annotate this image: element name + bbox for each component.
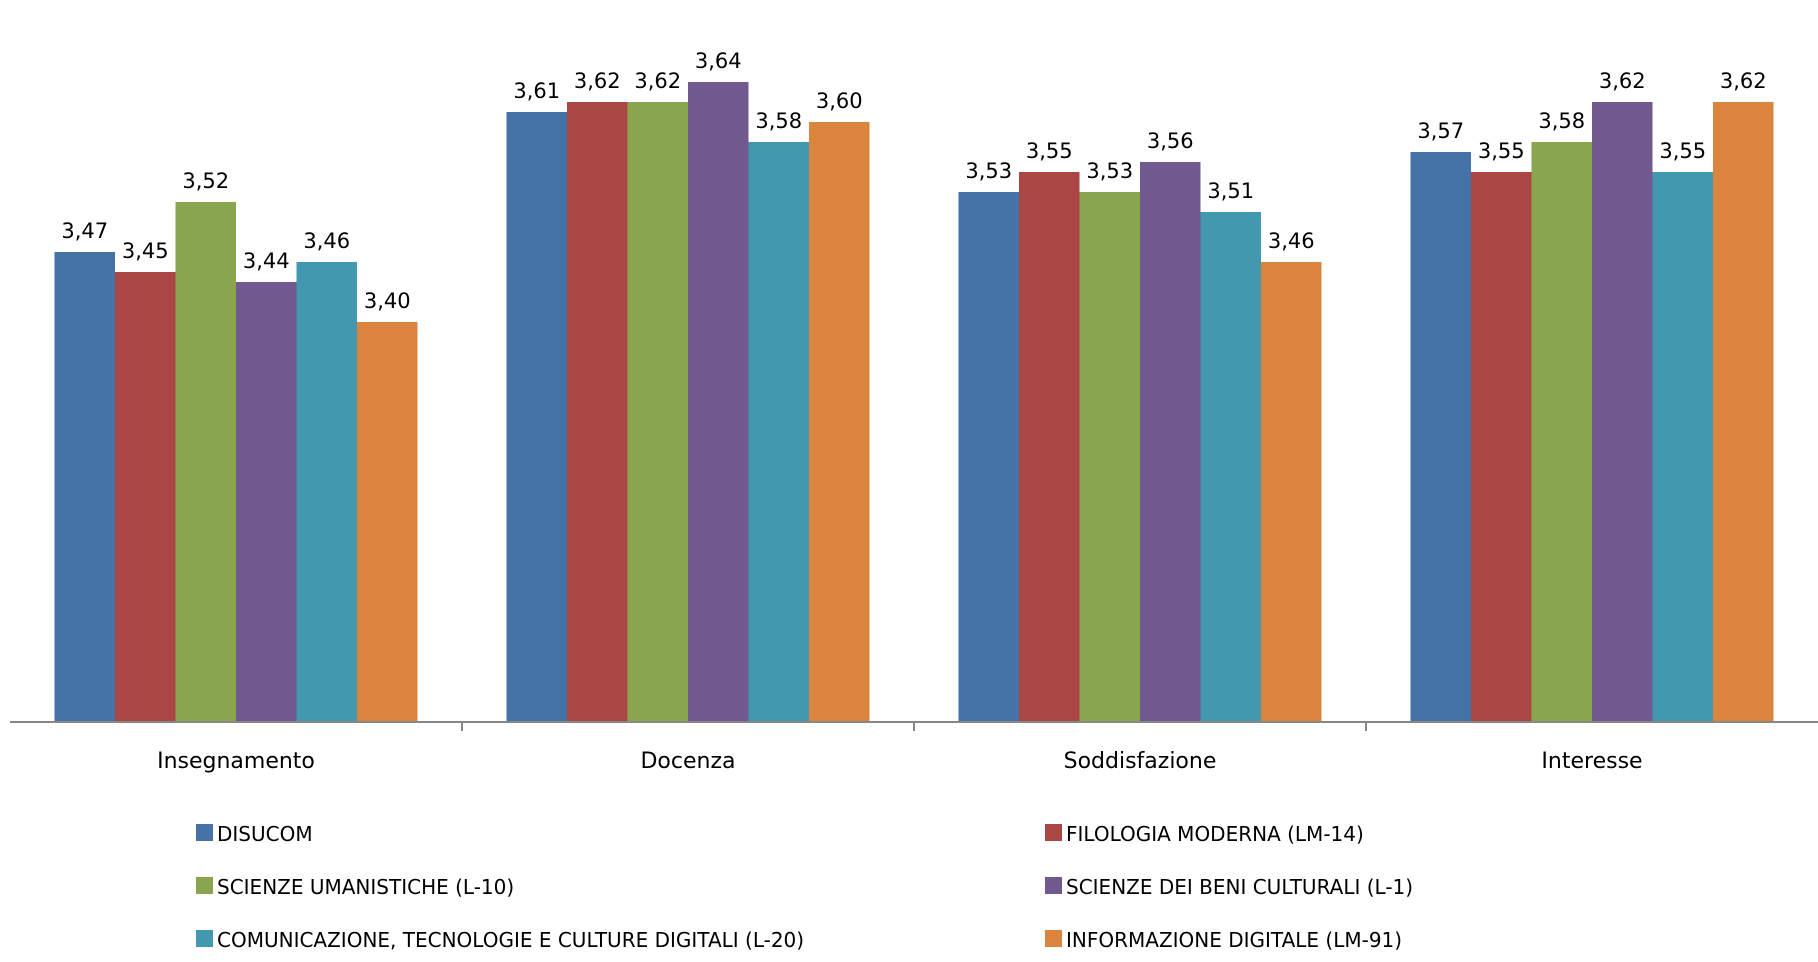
bar-soddisfazione-scienze-umanistiche-l-10 — [1079, 192, 1140, 722]
bar-docenza-disucom — [506, 112, 567, 722]
legend-swatch-scienze-dei-beni-culturali-l-1 — [1045, 877, 1062, 894]
data-label-soddisfazione-informazione-digitale-lm-91: 3,46 — [1268, 229, 1315, 253]
bar-insegnamento-informazione-digitale-lm-91 — [357, 322, 418, 722]
bar-interesse-informazione-digitale-lm-91 — [1713, 102, 1774, 722]
data-label-soddisfazione-filologia-moderna-lm-14: 3,55 — [1026, 139, 1073, 163]
bar-insegnamento-scienze-umanistiche-l-10 — [175, 202, 236, 722]
legend-swatch-filologia-moderna-lm-14 — [1045, 824, 1062, 841]
legend-swatch-comunicazione-tecnologie-e-culture-digitali-l-20 — [196, 930, 213, 947]
bar-insegnamento-disucom — [54, 252, 115, 722]
legend-swatch-informazione-digitale-lm-91 — [1045, 930, 1062, 947]
data-label-interesse-comunicazione-tecnologie-e-culture-digitali-l-20: 3,55 — [1659, 139, 1706, 163]
data-label-insegnamento-scienze-dei-beni-culturali-l-1: 3,44 — [243, 249, 290, 273]
data-label-soddisfazione-comunicazione-tecnologie-e-culture-digitali-l-20: 3,51 — [1207, 179, 1254, 203]
data-label-docenza-disucom: 3,61 — [513, 79, 560, 103]
data-label-docenza-scienze-dei-beni-culturali-l-1: 3,64 — [695, 49, 742, 73]
legend-label-scienze-dei-beni-culturali-l-1: SCIENZE DEI BENI CULTURALI (L-1) — [1066, 875, 1413, 899]
legend-swatch-disucom — [196, 824, 213, 841]
bar-docenza-comunicazione-tecnologie-e-culture-digitali-l-20 — [748, 142, 809, 722]
bar-soddisfazione-scienze-dei-beni-culturali-l-1 — [1140, 162, 1201, 722]
data-label-interesse-disucom: 3,57 — [1417, 119, 1464, 143]
bar-interesse-filologia-moderna-lm-14 — [1471, 172, 1532, 722]
data-label-insegnamento-informazione-digitale-lm-91: 3,40 — [364, 289, 411, 313]
bar-docenza-scienze-umanistiche-l-10 — [627, 102, 688, 722]
bar-soddisfazione-filologia-moderna-lm-14 — [1019, 172, 1080, 722]
bar-soddisfazione-disucom — [958, 192, 1019, 722]
data-label-soddisfazione-scienze-dei-beni-culturali-l-1: 3,56 — [1147, 129, 1194, 153]
legend-label-informazione-digitale-lm-91: INFORMAZIONE DIGITALE (LM-91) — [1066, 928, 1402, 952]
x-tick-label-docenza: Docenza — [640, 749, 735, 774]
data-label-interesse-filologia-moderna-lm-14: 3,55 — [1478, 139, 1525, 163]
data-label-interesse-informazione-digitale-lm-91: 3,62 — [1720, 69, 1767, 93]
legend: DISUCOM FILOLOGIA MODERNA (LM-14) SCIENZE … — [196, 822, 1413, 952]
legend-swatch-scienze-umanistiche-l-10 — [196, 877, 213, 894]
bar-interesse-disucom — [1410, 152, 1471, 722]
data-label-insegnamento-comunicazione-tecnologie-e-culture-digitali-l-20: 3,46 — [303, 229, 350, 253]
data-label-soddisfazione-scienze-umanistiche-l-10: 3,53 — [1086, 159, 1133, 183]
bar-insegnamento-scienze-dei-beni-culturali-l-1 — [236, 282, 297, 722]
data-label-docenza-informazione-digitale-lm-91: 3,60 — [816, 89, 863, 113]
bar-soddisfazione-comunicazione-tecnologie-e-culture-digitali-l-20 — [1200, 212, 1261, 722]
x-axis: Insegnamento Docenza Soddisfazione Interess… — [10, 721, 1818, 774]
data-label-insegnamento-scienze-umanistiche-l-10: 3,52 — [182, 169, 229, 193]
bar-interesse-comunicazione-tecnologie-e-culture-digitali-l-20 — [1652, 172, 1713, 722]
x-tick-label-soddisfazione: Soddisfazione — [1064, 749, 1217, 774]
legend-label-disucom: DISUCOM — [217, 822, 313, 846]
data-label-interesse-scienze-umanistiche-l-10: 3,58 — [1538, 109, 1585, 133]
bar-interesse-scienze-dei-beni-culturali-l-1 — [1592, 102, 1653, 722]
data-label-soddisfazione-disucom: 3,53 — [965, 159, 1012, 183]
x-tick-label-insegnamento: Insegnamento — [157, 749, 315, 774]
bar-interesse-scienze-umanistiche-l-10 — [1531, 142, 1592, 722]
data-label-insegnamento-disucom: 3,47 — [61, 219, 108, 243]
data-label-interesse-scienze-dei-beni-culturali-l-1: 3,62 — [1599, 69, 1646, 93]
bar-docenza-scienze-dei-beni-culturali-l-1 — [688, 82, 749, 722]
bar-docenza-filologia-moderna-lm-14 — [567, 102, 628, 722]
bars-layer — [54, 82, 1774, 722]
data-label-docenza-filologia-moderna-lm-14: 3,62 — [574, 69, 621, 93]
value-labels-layer: 3,47 3,45 3,52 3,44 3,46 3,40 3,61 3,62 3,62 3,64… — [61, 49, 1766, 313]
bar-insegnamento-comunicazione-tecnologie-e-culture-digitali-l-20 — [296, 262, 357, 722]
bar-docenza-informazione-digitale-lm-91 — [809, 122, 870, 722]
legend-label-scienze-umanistiche-l-10: SCIENZE UMANISTICHE (L-10) — [217, 875, 514, 899]
x-tick-label-interesse: Interesse — [1541, 749, 1642, 774]
bar-soddisfazione-informazione-digitale-lm-91 — [1261, 262, 1322, 722]
legend-label-filologia-moderna-lm-14: FILOLOGIA MODERNA (LM-14) — [1066, 822, 1364, 846]
bar-insegnamento-filologia-moderna-lm-14 — [115, 272, 176, 722]
data-label-docenza-scienze-umanistiche-l-10: 3,62 — [634, 69, 681, 93]
data-label-docenza-comunicazione-tecnologie-e-culture-digitali-l-20: 3,58 — [755, 109, 802, 133]
data-label-insegnamento-filologia-moderna-lm-14: 3,45 — [122, 239, 169, 263]
legend-label-comunicazione-tecnologie-e-culture-digitali-l-20: COMUNICAZIONE, TECNOLOGIE E CULTURE DIGI… — [217, 928, 804, 952]
